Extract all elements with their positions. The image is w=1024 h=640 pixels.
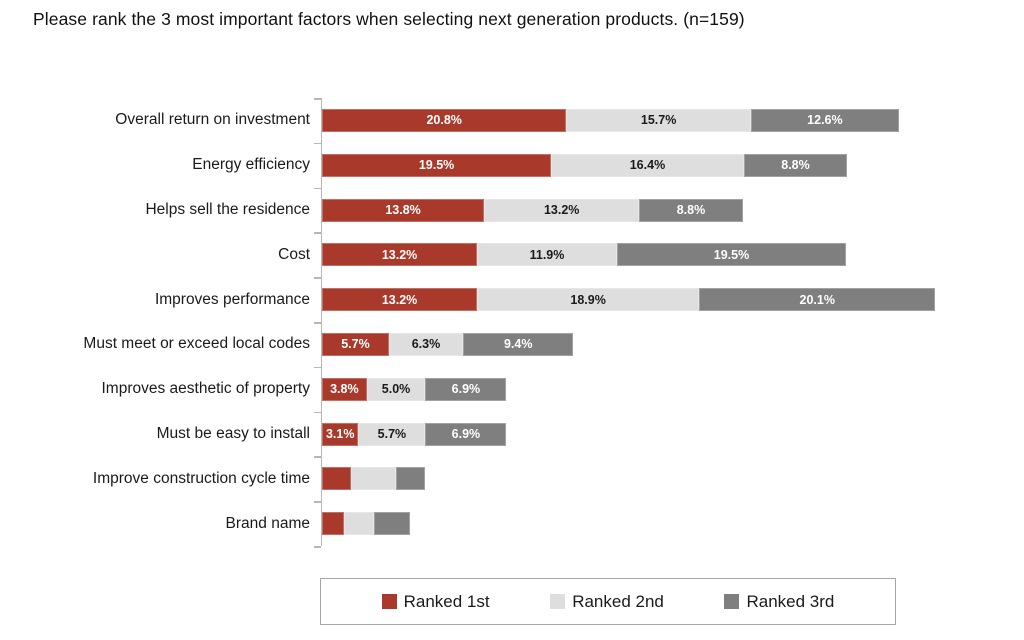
- category-label: Brand name: [225, 514, 310, 532]
- bar-value-label: 8.8%: [676, 203, 706, 217]
- bar-value-label: 3.1%: [325, 427, 355, 441]
- bar-segment: 13.2%: [322, 243, 478, 267]
- category-label: Improves performance: [154, 290, 310, 308]
- legend: Ranked 1st Ranked 2nd Ranked 3rd: [320, 578, 896, 625]
- legend-label: Ranked 3rd: [746, 591, 835, 611]
- bar-value-label: 9.4%: [503, 337, 533, 352]
- bar-value-label: 20.1%: [799, 292, 835, 307]
- category-label: Must meet or exceed local codes: [83, 335, 310, 353]
- category-label: Overall return on investment: [115, 111, 310, 129]
- bar-segment: [344, 512, 374, 536]
- y-axis-tick: [313, 546, 321, 548]
- bar-value-label: 19.5%: [713, 247, 750, 262]
- bar-segment: [373, 512, 411, 536]
- bar-value-label: 18.9%: [570, 292, 606, 307]
- bar-segment: [396, 467, 426, 491]
- chart-title: Please rank the 3 most important factors…: [33, 9, 745, 29]
- bar-segment: 5.7%: [322, 332, 389, 356]
- bar-segment: 13.2%: [484, 198, 640, 222]
- bar-value-label: 13.2%: [543, 203, 580, 217]
- y-axis-tick: [313, 98, 321, 100]
- bar-value-label: 5.7%: [341, 337, 370, 352]
- bar-segment: 3.1%: [322, 422, 359, 446]
- category-label: Must be easy to install: [156, 425, 310, 442]
- bar-segment: 6.9%: [425, 377, 507, 401]
- legend-item: Ranked 1st: [381, 591, 490, 612]
- legend-item: Ranked 3rd: [724, 592, 834, 612]
- bar-value-label: 11.9%: [529, 247, 565, 262]
- bar-segment: 19.5%: [322, 153, 552, 177]
- bar-segment: 9.4%: [463, 332, 574, 356]
- bar-segment: 20.1%: [699, 288, 936, 312]
- category-label: Energy efficiency: [192, 156, 310, 174]
- y-axis-tick: [313, 366, 321, 369]
- bar-value-label: 6.9%: [451, 427, 481, 441]
- bar-segment: 13.2%: [322, 288, 478, 312]
- bar-segment: 5.0%: [366, 377, 426, 401]
- bar-segment: 8.8%: [743, 153, 848, 177]
- bar-segment: 20.8%: [322, 108, 567, 132]
- bar-segment: 13.8%: [322, 198, 485, 222]
- bar-value-label: 13.2%: [381, 247, 418, 262]
- bar-value-label: 5.7%: [377, 427, 407, 441]
- legend-swatch: [381, 594, 397, 609]
- category-label: Cost: [278, 245, 310, 263]
- bar-segment: 6.9%: [425, 422, 507, 446]
- legend-swatch: [724, 594, 740, 609]
- category-label: Helps sell the residence: [145, 201, 310, 218]
- y-axis-tick: [313, 411, 321, 414]
- bar-value-label: 16.4%: [629, 158, 666, 173]
- bar-segment: 11.9%: [477, 243, 617, 267]
- y-axis-tick: [313, 142, 321, 145]
- y-axis-tick: [313, 501, 321, 503]
- bar-segment: 5.7%: [358, 422, 426, 446]
- category-label: Improves aesthetic of property: [101, 380, 311, 398]
- y-axis-tick: [313, 277, 321, 279]
- legend-swatch: [550, 594, 566, 609]
- bar-segment: 3.8%: [322, 377, 367, 401]
- bar-segment: 15.7%: [566, 108, 751, 132]
- bar-segment: 19.5%: [616, 243, 847, 267]
- bar-segment: [351, 467, 397, 491]
- bar-value-label: 19.5%: [418, 158, 455, 173]
- bar-value-label: 5.0%: [381, 382, 411, 397]
- y-axis-line: [320, 98, 322, 546]
- bar-segment: [322, 512, 345, 536]
- bar-value-label: 13.2%: [381, 292, 418, 307]
- bar-value-label: 8.8%: [781, 158, 810, 173]
- bar-segment: 6.3%: [388, 332, 463, 356]
- bar-value-label: 3.8%: [330, 382, 359, 397]
- bar-value-label: 20.8%: [426, 113, 462, 128]
- bar-segment: 16.4%: [551, 153, 744, 177]
- bar-value-label: 13.8%: [385, 203, 421, 217]
- y-axis-tick: [313, 322, 321, 324]
- bar-value-label: 6.3%: [411, 337, 441, 352]
- y-axis-tick: [313, 232, 321, 234]
- bar-value-label: 6.9%: [451, 382, 481, 397]
- legend-label: Ranked 1st: [403, 591, 490, 611]
- bar-segment: 8.8%: [639, 198, 743, 222]
- legend-label: Ranked 2nd: [572, 591, 664, 611]
- bar-value-label: 15.7%: [640, 113, 677, 128]
- bar-segment: 18.9%: [477, 288, 700, 312]
- y-axis-tick: [313, 456, 321, 458]
- bar-value-label: 12.6%: [807, 113, 843, 128]
- bar-segment: [322, 467, 352, 491]
- y-axis-tick: [313, 187, 321, 190]
- category-label: Improve construction cycle time: [92, 469, 310, 487]
- legend-item: Ranked 2nd: [550, 592, 664, 612]
- bar-segment: 12.6%: [750, 108, 899, 132]
